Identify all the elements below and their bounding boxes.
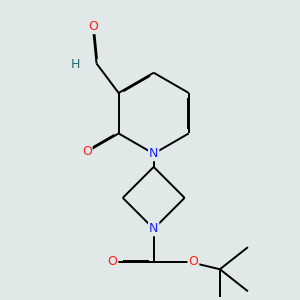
- Text: H: H: [71, 58, 81, 71]
- Text: N: N: [149, 147, 158, 160]
- Text: N: N: [149, 222, 158, 235]
- Text: O: O: [88, 20, 98, 33]
- Text: O: O: [107, 255, 117, 268]
- Text: O: O: [188, 255, 198, 268]
- Text: O: O: [82, 145, 92, 158]
